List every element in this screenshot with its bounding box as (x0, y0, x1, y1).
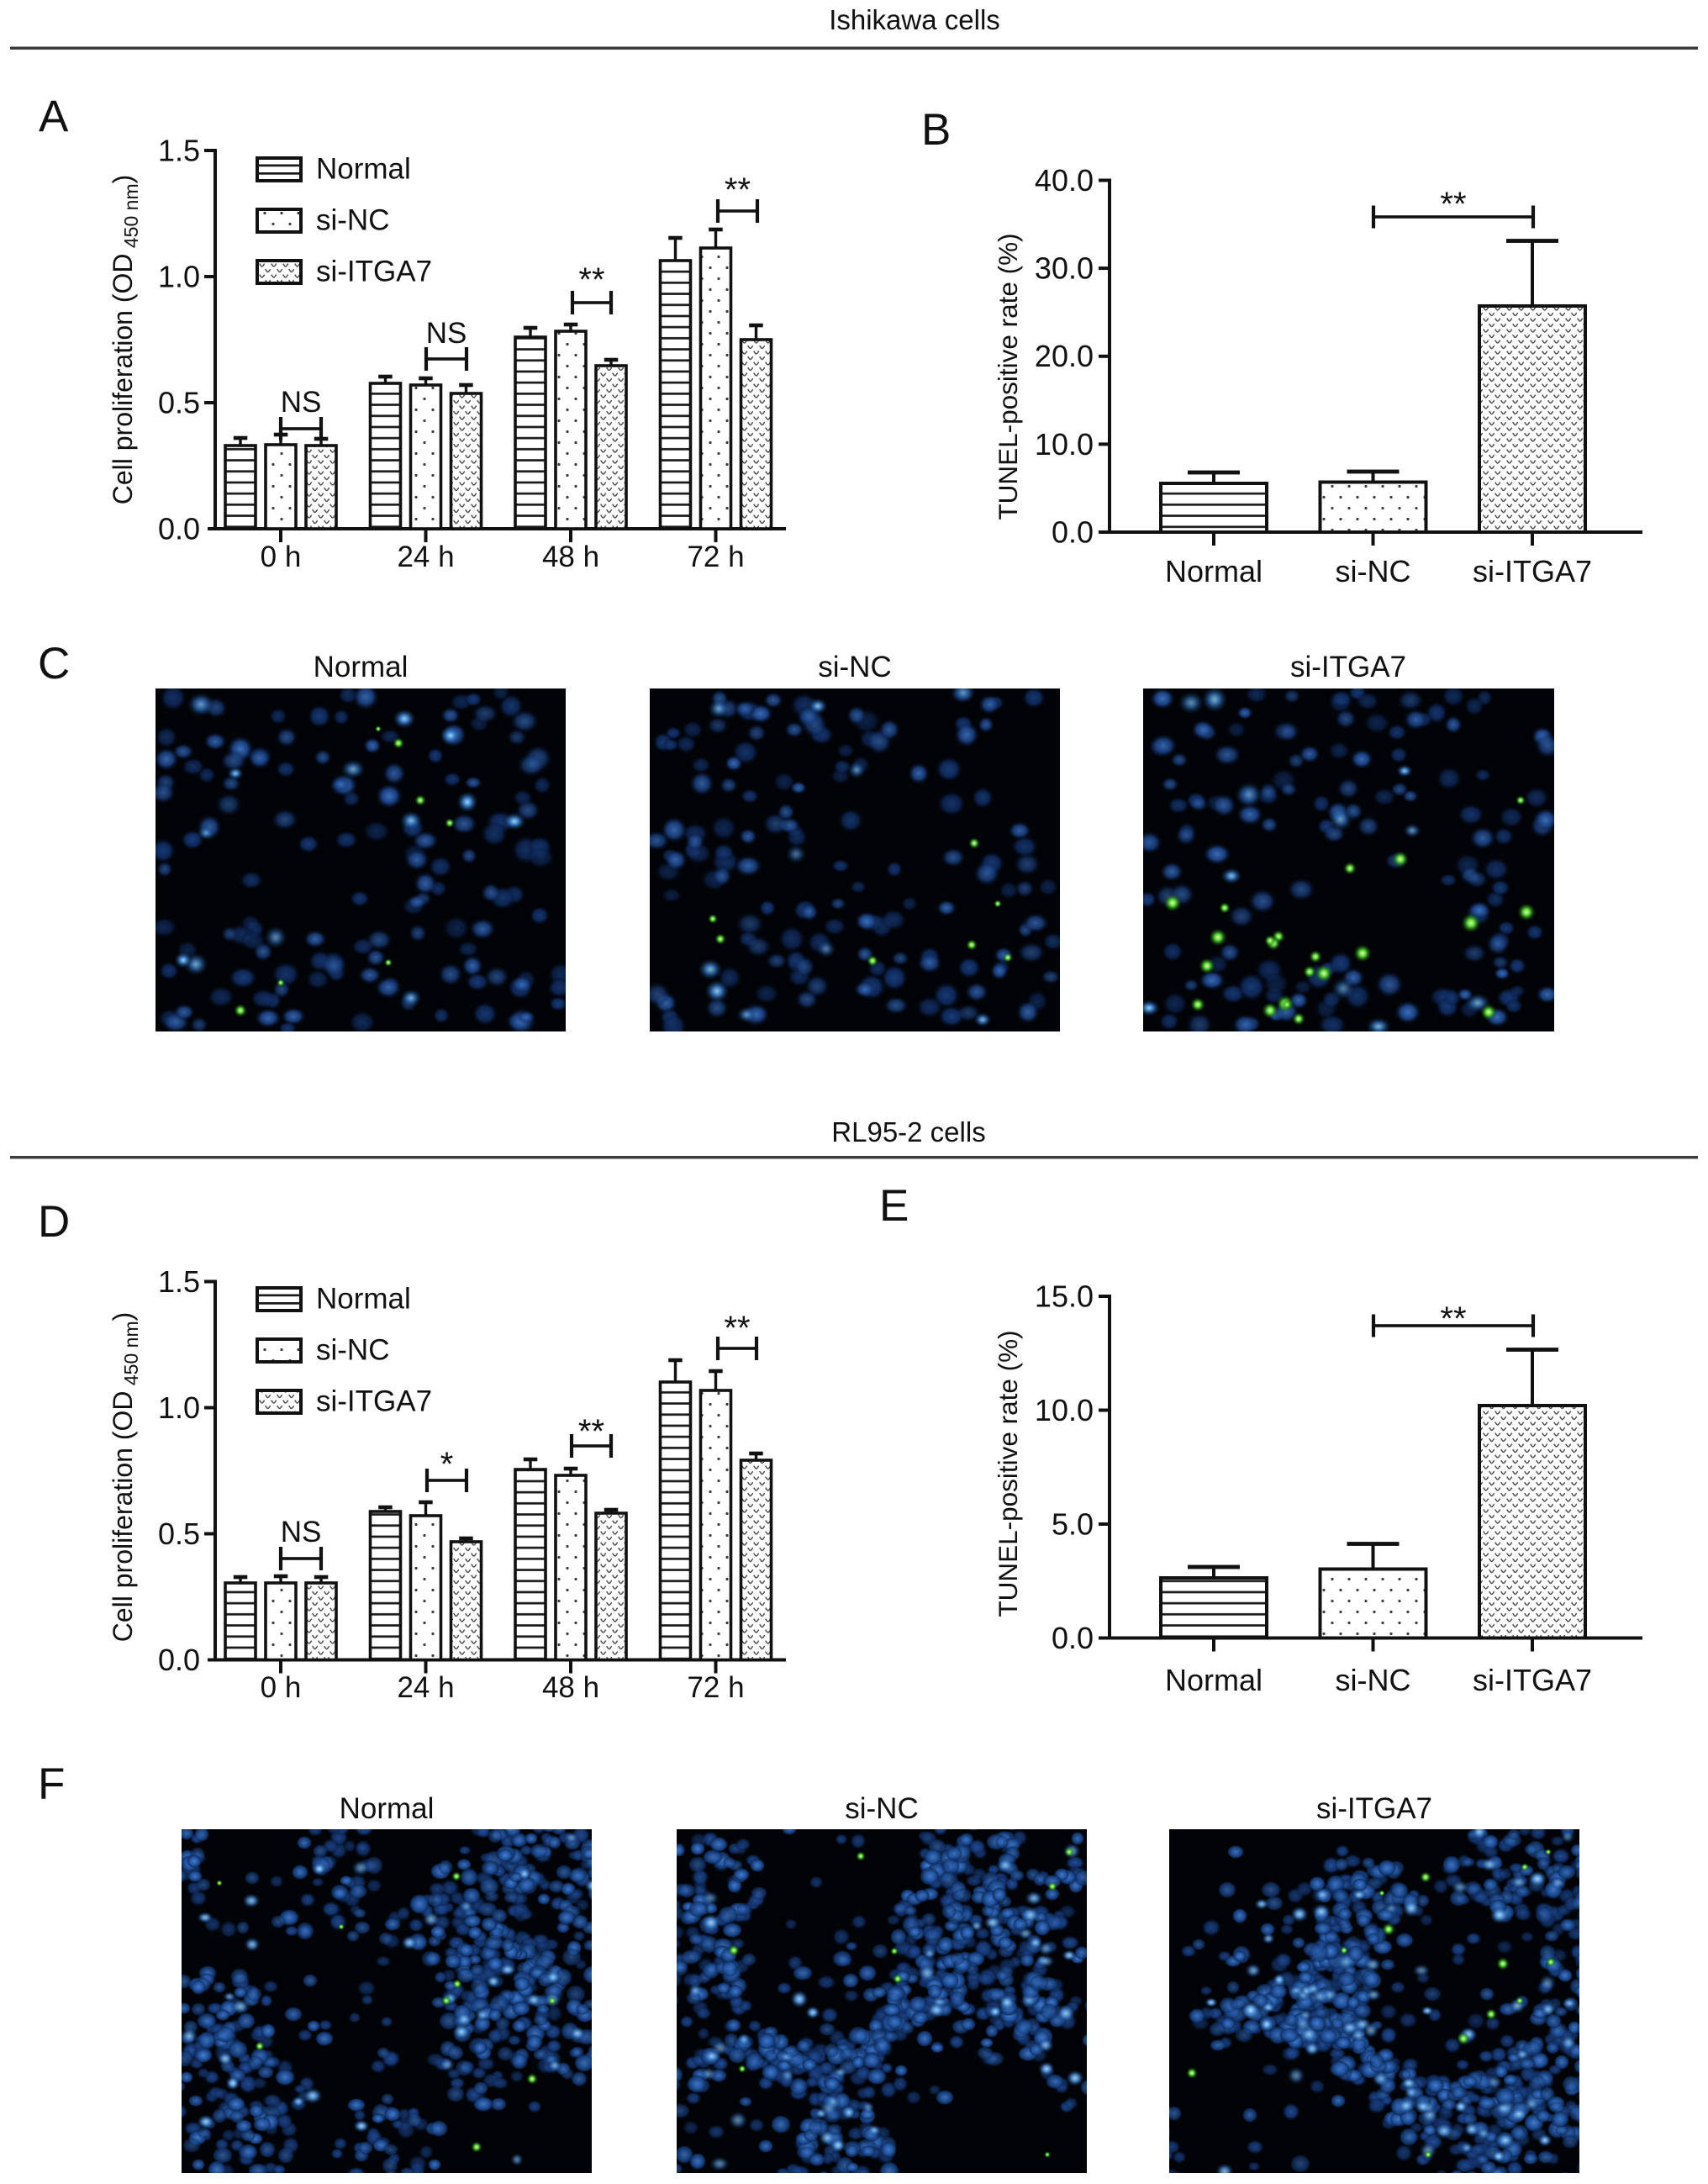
svg-text:Ishikawa cells: Ishikawa cells (829, 4, 1000, 35)
svg-text:si-NC: si-NC (316, 1334, 389, 1367)
svg-text:1.5: 1.5 (158, 134, 200, 168)
svg-text:10.0: 10.0 (1035, 1393, 1094, 1427)
svg-text:Normal: Normal (340, 1792, 435, 1825)
svg-text:si-NC: si-NC (316, 204, 389, 237)
svg-text:0.0: 0.0 (158, 1643, 200, 1677)
svg-text:**: ** (578, 1413, 604, 1450)
svg-text:24 h: 24 h (397, 541, 454, 573)
svg-text:Normal: Normal (314, 651, 409, 683)
svg-text:15.0: 15.0 (1035, 1279, 1094, 1314)
svg-text:NS: NS (426, 317, 467, 350)
svg-text:20.0: 20.0 (1035, 339, 1094, 373)
svg-text:**: ** (724, 1310, 750, 1347)
svg-text:24 h: 24 h (397, 1671, 454, 1704)
svg-text:**: ** (725, 171, 751, 208)
svg-text:F: F (38, 1759, 65, 1809)
svg-text:E: E (879, 1181, 909, 1231)
svg-text:0.0: 0.0 (1052, 1621, 1094, 1655)
svg-text:si-ITGA7: si-ITGA7 (1473, 1663, 1592, 1697)
svg-text:0.0: 0.0 (1052, 515, 1094, 550)
svg-text:si-NC: si-NC (1336, 554, 1411, 588)
svg-text:1.5: 1.5 (158, 1264, 200, 1299)
svg-text:**: ** (1440, 1300, 1466, 1337)
svg-text:48 h: 48 h (542, 1671, 599, 1704)
svg-text:0.0: 0.0 (158, 512, 200, 546)
svg-text:5.0: 5.0 (1052, 1507, 1094, 1542)
svg-text:**: ** (578, 261, 604, 298)
svg-text:**: ** (1440, 186, 1466, 223)
svg-text:72 h: 72 h (687, 541, 744, 573)
svg-text:30.0: 30.0 (1035, 251, 1094, 286)
svg-text:Normal: Normal (1165, 554, 1263, 588)
svg-text:*: * (440, 1446, 454, 1483)
svg-text:48 h: 48 h (542, 541, 599, 573)
svg-text:0.5: 0.5 (158, 1517, 200, 1551)
svg-text:si-ITGA7: si-ITGA7 (1290, 651, 1406, 683)
svg-text:si-NC: si-NC (1336, 1663, 1411, 1697)
svg-text:0 h: 0 h (261, 1671, 302, 1704)
svg-text:1.0: 1.0 (158, 260, 200, 294)
svg-text:si-NC: si-NC (845, 1792, 918, 1825)
svg-text:si-ITGA7: si-ITGA7 (316, 256, 432, 288)
svg-text:Cell proliferation (OD 450 nm): Cell proliferation (OD 450 nm) (108, 1312, 142, 1643)
svg-text:Normal: Normal (1165, 1663, 1263, 1697)
svg-text:72 h: 72 h (687, 1671, 744, 1704)
svg-text:40.0: 40.0 (1035, 163, 1094, 198)
svg-text:RL95-2 cells: RL95-2 cells (831, 1116, 985, 1147)
svg-text:Normal: Normal (316, 1283, 411, 1316)
svg-text:si-NC: si-NC (818, 651, 891, 683)
svg-text:TUNEL-positive rate (%): TUNEL-positive rate (%) (993, 233, 1023, 520)
svg-text:0.5: 0.5 (158, 386, 200, 420)
svg-text:NS: NS (281, 386, 322, 419)
svg-text:0 h: 0 h (261, 541, 302, 573)
svg-text:Normal: Normal (316, 153, 411, 186)
svg-text:10.0: 10.0 (1035, 427, 1094, 462)
svg-text:B: B (921, 105, 951, 155)
svg-text:si-ITGA7: si-ITGA7 (1316, 1792, 1432, 1825)
svg-text:1.0: 1.0 (158, 1390, 200, 1425)
svg-text:si-ITGA7: si-ITGA7 (316, 1385, 432, 1418)
svg-text:C: C (38, 639, 70, 688)
svg-text:si-ITGA7: si-ITGA7 (1473, 554, 1592, 588)
svg-text:A: A (39, 92, 69, 141)
svg-text:TUNEL-positive rate (%): TUNEL-positive rate (%) (993, 1330, 1023, 1617)
svg-text:NS: NS (281, 1516, 322, 1548)
svg-text:D: D (38, 1197, 70, 1247)
